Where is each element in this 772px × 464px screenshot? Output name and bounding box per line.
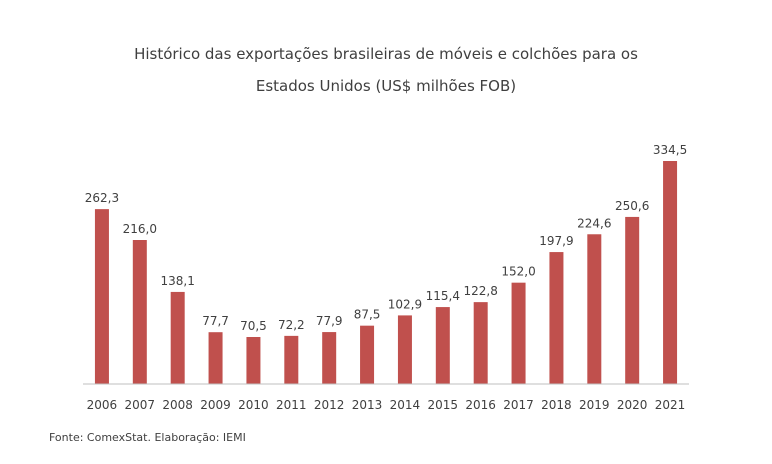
bar-2020 <box>625 216 640 384</box>
data-label-2008: 138,1 <box>161 274 195 288</box>
data-label-2009: 77,7 <box>202 314 229 328</box>
bar-2016 <box>473 302 488 384</box>
data-label-2012: 77,9 <box>316 314 343 328</box>
x-tick-label-2011: 2011 <box>276 398 307 412</box>
x-tick-label-2021: 2021 <box>655 398 686 412</box>
data-label-2007: 216,0 <box>123 222 157 236</box>
x-tick-label-2019: 2019 <box>579 398 610 412</box>
source-note: Fonte: ComexStat. Elaboração: IEMI <box>49 431 246 444</box>
x-tick-label-2020: 2020 <box>617 398 648 412</box>
data-label-2006: 262,3 <box>85 191 119 205</box>
x-tick-label-2009: 2009 <box>200 398 231 412</box>
x-tick-label-2016: 2016 <box>465 398 496 412</box>
x-tick-label-2015: 2015 <box>428 398 459 412</box>
data-label-2018: 197,9 <box>539 234 573 248</box>
bars-group: 262,3 2006 216,0 2007 138,1 2008 77,7 2009 70,5 2… <box>85 143 687 412</box>
bar-2010 <box>246 337 261 384</box>
x-tick-label-2014: 2014 <box>390 398 421 412</box>
bar-2006 <box>94 209 109 384</box>
x-tick-label-2017: 2017 <box>503 398 534 412</box>
chart-title-line-1: Histórico das exportações brasileiras de… <box>134 45 638 63</box>
data-label-2011: 72,2 <box>278 318 305 332</box>
bar-2012 <box>322 332 337 384</box>
x-tick-label-2010: 2010 <box>238 398 269 412</box>
data-label-2019: 224,6 <box>577 216 611 230</box>
data-label-2014: 102,9 <box>388 297 422 311</box>
bar-2021 <box>663 161 678 384</box>
bar-2011 <box>284 335 299 384</box>
x-tick-label-2008: 2008 <box>162 398 193 412</box>
x-tick-label-2007: 2007 <box>125 398 156 412</box>
bar-2019 <box>587 234 602 384</box>
data-label-2015: 115,4 <box>426 289 460 303</box>
bar-2017 <box>511 282 526 384</box>
bar-2009 <box>208 332 223 384</box>
data-label-2020: 250,6 <box>615 199 649 213</box>
x-tick-label-2012: 2012 <box>314 398 345 412</box>
bar-2008 <box>170 291 185 384</box>
data-label-2010: 70,5 <box>240 319 267 333</box>
bar-2013 <box>360 325 375 384</box>
x-tick-label-2006: 2006 <box>87 398 118 412</box>
bar-2015 <box>435 307 450 384</box>
x-tick-label-2018: 2018 <box>541 398 572 412</box>
bar-2018 <box>549 252 564 384</box>
bar-2007 <box>132 240 147 384</box>
data-label-2021: 334,5 <box>653 143 687 157</box>
chart-title-line-2: Estados Unidos (US$ milhões FOB) <box>255 77 517 95</box>
bar-2014 <box>397 315 412 384</box>
data-label-2013: 87,5 <box>354 308 381 322</box>
data-label-2017: 152,0 <box>501 265 535 279</box>
x-tick-label-2013: 2013 <box>352 398 383 412</box>
data-label-2016: 122,8 <box>464 284 498 298</box>
